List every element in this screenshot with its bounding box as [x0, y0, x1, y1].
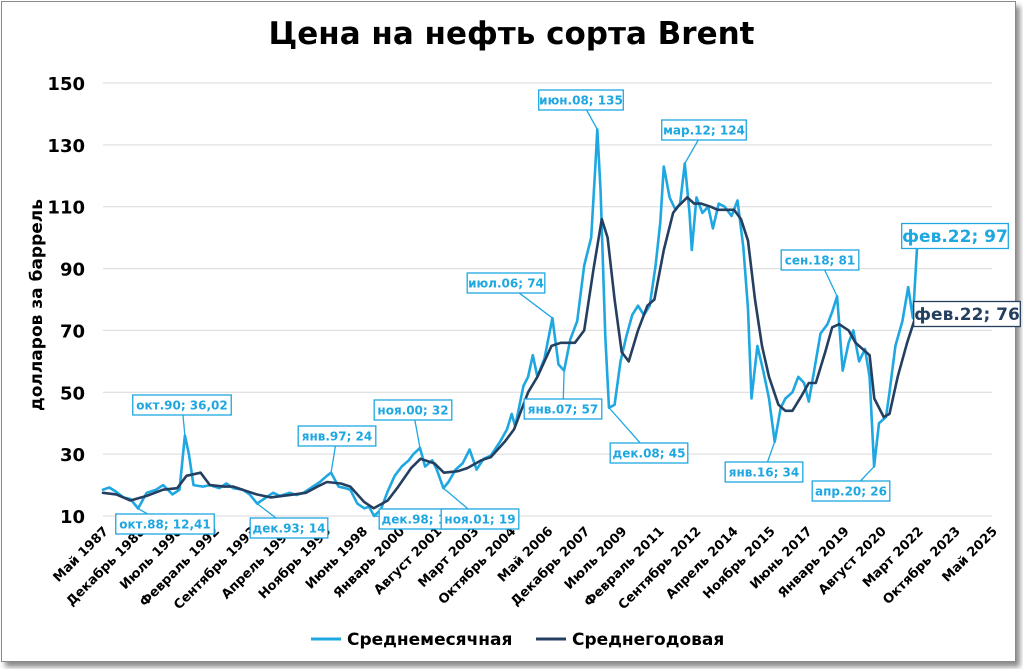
annotation-label: янв.07; 57: [528, 402, 599, 416]
chart-title: Цена на нефть сорта Brent: [268, 16, 755, 52]
annotation-label: дек.93; 14: [253, 521, 326, 535]
annotation-label: янв.16; 34: [729, 465, 800, 479]
annotation-box: [913, 300, 1021, 328]
annotation-label: окт.90; 36,02: [136, 398, 228, 412]
annotation-label: июл.06; 74: [468, 276, 544, 290]
annotation-box: [901, 222, 1009, 250]
annotation-label: мар.12; 124: [663, 123, 745, 137]
y-tick-label: 30: [60, 445, 85, 466]
annotation-label: апр.20; 26: [815, 484, 887, 498]
annotation-label: дек.98; 10: [382, 512, 455, 526]
series-line-yearly: [101, 196, 919, 510]
legend-label-yearly: Среднегодовая: [572, 630, 724, 650]
y-tick-labels: 10 30 50 70 90 110 130 150: [47, 74, 85, 528]
legend: Среднемесячная Среднегодовая: [311, 630, 724, 650]
annotation-box: [373, 399, 453, 421]
series-line-monthly: [101, 128, 919, 518]
annotation-box: [811, 480, 891, 502]
annotations: окт.88; 12,41 окт.90; 36,02 дек.93; 14 янв.…: [115, 89, 1021, 539]
annotation-box: [297, 425, 377, 447]
y-tick-label: 70: [60, 321, 85, 342]
y-tick-label: 10: [60, 507, 85, 528]
y-tick-label: 150: [47, 74, 85, 95]
annotation-label: июн.08; 135: [539, 93, 623, 107]
annotation-box: [440, 508, 520, 530]
annotation-box: [523, 398, 603, 420]
legend-label-monthly: Среднемесячная: [347, 630, 512, 650]
annotation-box: [538, 89, 624, 111]
gridlines: [103, 82, 992, 517]
y-tick-label: 130: [47, 136, 85, 157]
annotation-label: окт.88; 12,41: [119, 517, 211, 531]
annotation-label: дек.08; 45: [613, 446, 686, 460]
annotation-box: [466, 272, 546, 294]
y-tick-label: 90: [60, 260, 85, 281]
y-tick-label: 110: [47, 198, 85, 219]
annotation-box: [661, 119, 747, 141]
annotation-label: ноя.01; 19: [444, 512, 515, 526]
annotation-box: [115, 513, 215, 535]
annotation-box: [724, 461, 804, 483]
annotation-label: ноя.00; 32: [377, 403, 448, 417]
annotation-box: [609, 442, 689, 464]
annotation-label: фев.22; 76: [914, 305, 1020, 325]
annotation-label: фев.22; 97: [902, 227, 1008, 247]
annotation-box: [780, 249, 860, 271]
annotation-box: [249, 517, 329, 539]
y-axis-label: долларов за баррель: [27, 199, 47, 411]
series-lines: [101, 128, 919, 518]
annotation-label: янв.97; 24: [302, 429, 373, 443]
annotation-box: [132, 394, 232, 416]
annotation-label: сен.18; 81: [785, 253, 855, 267]
y-tick-label: 50: [60, 383, 85, 404]
